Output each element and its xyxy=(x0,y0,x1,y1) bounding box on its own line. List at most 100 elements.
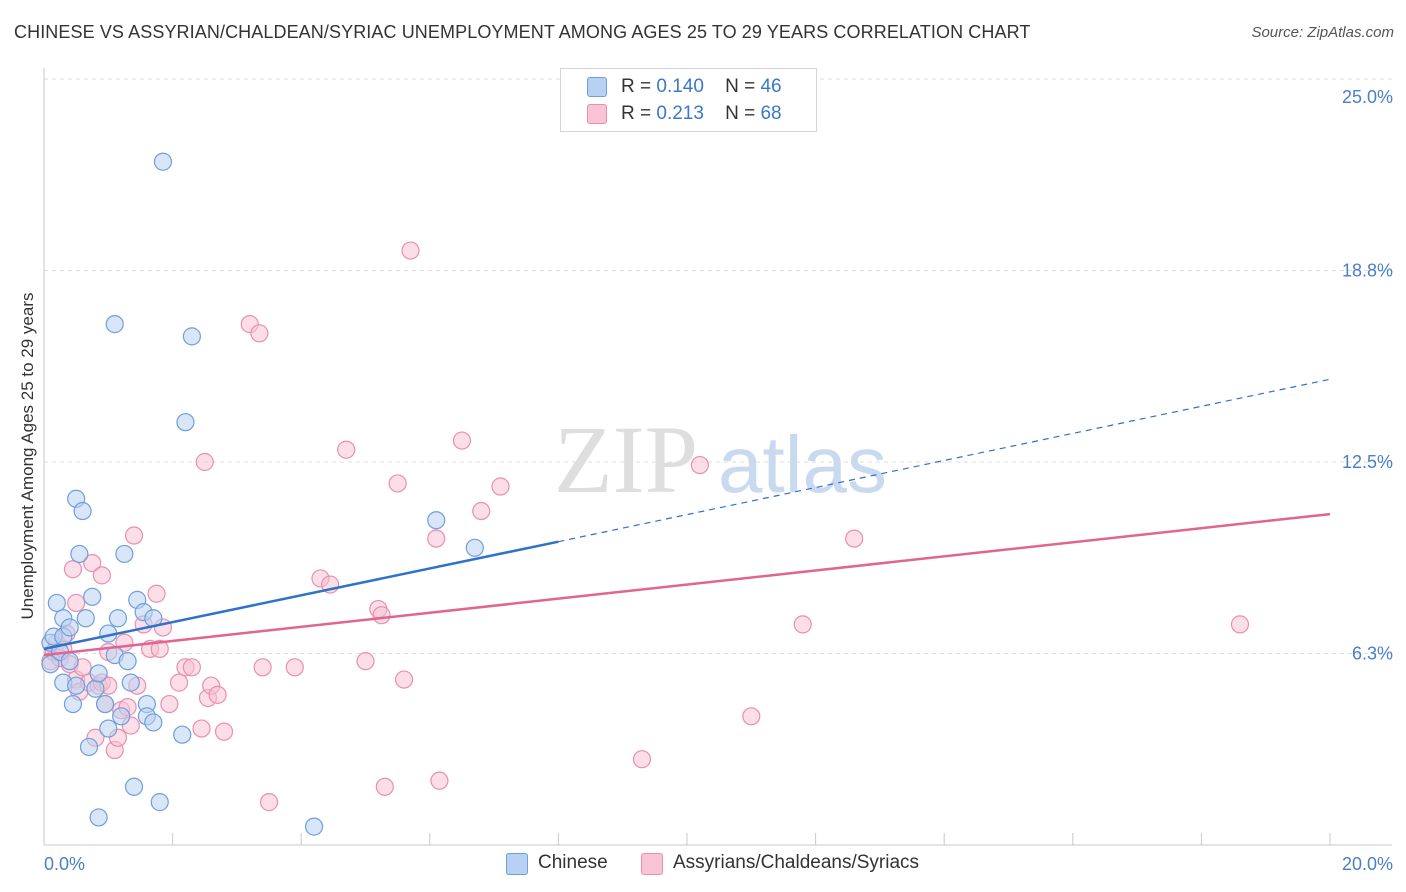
legend-swatch-assyrian xyxy=(587,104,607,124)
assyrian-point-48 xyxy=(285,658,304,677)
assyrian-point-63 xyxy=(491,477,510,496)
assyrian-point-59 xyxy=(427,529,446,548)
series-assyrian-points xyxy=(41,241,1250,812)
legend-swatch-chinese xyxy=(587,77,607,97)
chinese-point-39 xyxy=(153,152,173,171)
x-tick-label-max: 20.0% xyxy=(1342,854,1393,874)
assyrian-point-43 xyxy=(214,722,234,741)
assyrian-point-35 xyxy=(169,673,189,692)
x-tick-label-min: 0.0% xyxy=(44,854,85,874)
legend-text-assyrian: R = 0.213 N = 68 xyxy=(621,103,782,125)
legend-text-chinese: R = 0.140 N = 46 xyxy=(621,76,782,98)
assyrian-point-58 xyxy=(401,241,420,260)
chinese-point-38 xyxy=(150,793,169,812)
assyrian-point-46 xyxy=(253,658,272,677)
y-tick-label-1: 12.5% xyxy=(1342,452,1393,472)
assyrian-point-69 xyxy=(1230,615,1250,634)
assyrian-point-68 xyxy=(845,529,864,548)
series-chinese-points xyxy=(41,152,484,836)
chinese-point-31 xyxy=(124,777,144,796)
chinese-point-0 xyxy=(41,655,60,674)
assyrian-point-65 xyxy=(690,455,709,475)
chinese-point-16 xyxy=(79,737,99,757)
x-tick-labels: 0.0% 20.0% xyxy=(44,854,1393,874)
chinese-point-21 xyxy=(95,694,115,714)
legend-n-value: 46 xyxy=(760,76,782,97)
chinese-point-42 xyxy=(182,327,201,346)
series-legend-swatch-assyrian xyxy=(641,853,663,875)
chinese-point-29 xyxy=(118,652,137,671)
chinese-point-19 xyxy=(89,664,108,683)
y-tick-label-0: 6.3% xyxy=(1352,644,1393,664)
assyrian-point-37 xyxy=(182,658,201,677)
assyrian-point-31 xyxy=(147,584,166,603)
grid-lines xyxy=(44,78,1392,654)
chinese-point-23 xyxy=(99,719,118,738)
chinese-point-18 xyxy=(86,679,105,698)
chinese-point-3 xyxy=(47,593,66,613)
chinese-point-36 xyxy=(144,713,163,732)
legend-r-label: R = xyxy=(621,103,652,124)
assyrian-point-17 xyxy=(92,566,111,585)
assyrian-point-56 xyxy=(388,474,407,493)
series-legend-label-assyrian: Assyrians/Chaldeans/Syriacs xyxy=(673,852,920,873)
legend-r-value: 0.213 xyxy=(656,103,704,124)
assyrian-point-55 xyxy=(375,777,394,796)
assyrian-point-7 xyxy=(63,560,83,579)
y-tick-label-3: 25.0% xyxy=(1342,87,1393,107)
trend-line-assyrian xyxy=(43,512,1331,657)
chinese-point-14 xyxy=(73,501,92,521)
chart-title: CHINESE VS ASSYRIAN/CHALDEAN/SYRIAC UNEM… xyxy=(14,22,1031,42)
chinese-point-26 xyxy=(108,609,128,628)
assyrian-point-32 xyxy=(150,639,169,659)
assyrian-point-9 xyxy=(67,593,86,613)
chinese-point-28 xyxy=(115,544,134,564)
assyrian-point-62 xyxy=(472,501,491,521)
source-credit: Source: ZipAtlas.com xyxy=(1251,24,1394,41)
chinese-point-27 xyxy=(112,707,131,726)
legend-n-label: N = xyxy=(725,103,756,124)
legend-n-label: N = xyxy=(725,76,756,97)
trend-line-chinese xyxy=(43,540,559,651)
assyrian-point-60 xyxy=(430,771,449,790)
assyrian-point-42 xyxy=(208,685,227,704)
y-tick-label-2: 18.8% xyxy=(1342,261,1393,281)
chinese-point-45 xyxy=(465,538,484,557)
watermark: ZIP atlas xyxy=(554,406,887,513)
chinese-point-11 xyxy=(67,676,86,695)
assyrian-point-45 xyxy=(250,324,269,343)
assyrian-point-67 xyxy=(793,615,812,634)
assyrian-point-13 xyxy=(83,554,102,573)
y-tick-labels: 6.3% 12.5% 18.8% 25.0% xyxy=(1342,87,1393,664)
assyrian-point-52 xyxy=(356,652,375,671)
chinese-point-44 xyxy=(427,511,446,530)
assyrian-point-39 xyxy=(195,452,214,472)
series-legend: Chinese Assyrians/Chaldeans/Syriacs xyxy=(0,852,1406,878)
chinese-point-25 xyxy=(105,315,124,334)
legend-r-value: 0.140 xyxy=(656,76,704,97)
assyrian-point-54 xyxy=(372,606,391,625)
chinese-point-30 xyxy=(121,673,140,692)
assyrian-point-34 xyxy=(160,694,179,714)
chinese-point-10 xyxy=(63,694,83,714)
chinese-point-8 xyxy=(60,652,79,671)
chinese-point-9 xyxy=(60,618,79,637)
series-legend-label-chinese: Chinese xyxy=(538,852,608,873)
legend-n-value: 68 xyxy=(760,103,782,124)
chinese-point-13 xyxy=(70,544,89,564)
legend: R = 0.140 N = 46 R = 0.213 N = 68 xyxy=(560,68,817,132)
assyrian-point-64 xyxy=(632,750,652,769)
chinese-point-15 xyxy=(76,609,95,628)
assyrian-point-47 xyxy=(259,793,279,812)
assyrian-point-57 xyxy=(394,670,414,689)
chinese-point-40 xyxy=(173,725,192,744)
series-legend-swatch-chinese xyxy=(506,853,528,875)
assyrian-point-66 xyxy=(742,707,761,726)
assyrian-point-38 xyxy=(192,719,211,738)
chinese-point-17 xyxy=(83,587,102,606)
chinese-point-41 xyxy=(176,413,195,432)
watermark-zip: ZIP xyxy=(554,406,698,513)
chinese-point-20 xyxy=(89,808,108,827)
assyrian-point-61 xyxy=(452,431,472,450)
